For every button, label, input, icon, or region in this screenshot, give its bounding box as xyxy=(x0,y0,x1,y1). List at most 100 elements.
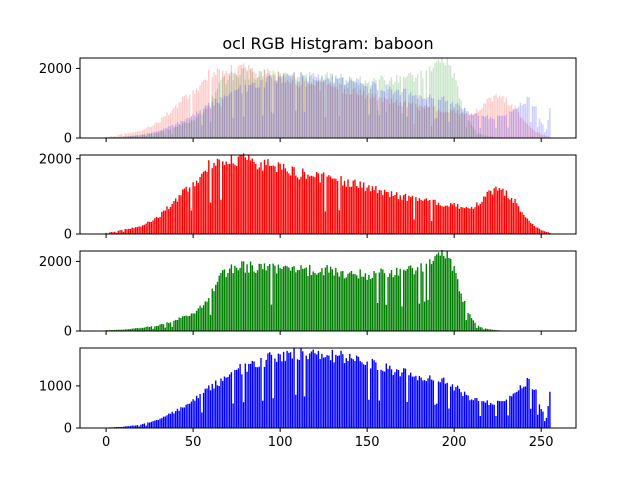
blue-bar xyxy=(502,115,504,138)
green-bar xyxy=(114,136,116,138)
red-bar xyxy=(302,77,304,138)
blue-bar xyxy=(345,80,347,138)
green-bar xyxy=(382,269,384,331)
red-bar xyxy=(540,230,542,234)
green-bar xyxy=(171,326,173,331)
blue-bar xyxy=(291,358,294,428)
green-bar xyxy=(369,279,372,331)
blue-bar xyxy=(422,98,424,138)
red-bar xyxy=(510,104,513,138)
red-bar xyxy=(385,192,387,234)
green-bar xyxy=(460,100,462,138)
blue-bar xyxy=(537,414,539,428)
red-bar xyxy=(255,163,257,234)
red-bar xyxy=(150,221,153,234)
blue-bar xyxy=(538,404,541,428)
green-bar xyxy=(387,83,389,138)
green-bar xyxy=(479,134,481,138)
green-bar xyxy=(437,59,440,138)
green-bar xyxy=(143,327,146,331)
green-bar xyxy=(389,273,391,331)
y-tick-label: 2000 xyxy=(39,152,72,167)
blue-bar xyxy=(373,360,375,428)
green-bar xyxy=(291,266,294,331)
blue-bar xyxy=(519,385,521,428)
green-bar xyxy=(366,279,368,331)
red-bar xyxy=(255,73,257,138)
red-bar xyxy=(228,73,231,138)
red-bar xyxy=(249,69,252,138)
red-bar xyxy=(538,228,541,234)
red-bar xyxy=(470,112,473,138)
red-bar xyxy=(114,231,116,234)
green-bar xyxy=(371,277,374,331)
red-bar xyxy=(423,105,426,138)
green-bar xyxy=(277,71,280,138)
red-bar xyxy=(284,168,287,234)
green-bar xyxy=(375,273,377,331)
blue-bar xyxy=(289,352,292,428)
blue-bar xyxy=(411,95,414,138)
blue-bar xyxy=(453,106,455,138)
red-bar xyxy=(295,83,297,138)
red-bar xyxy=(519,211,521,234)
green-bar xyxy=(181,316,184,331)
red-bar xyxy=(356,93,358,138)
green-bar xyxy=(411,75,414,138)
red-bar xyxy=(415,103,417,138)
blue-bar xyxy=(347,82,349,138)
green-bar xyxy=(148,134,151,138)
green-bar xyxy=(241,261,243,331)
blue-bar xyxy=(253,83,255,138)
blue-bar xyxy=(495,128,497,138)
red-bar xyxy=(152,220,154,234)
red-bar xyxy=(277,71,280,138)
red-bar xyxy=(112,232,114,234)
blue-bar xyxy=(241,93,243,138)
red-bar xyxy=(329,84,332,138)
red-bar xyxy=(350,94,353,138)
blue-bar xyxy=(129,136,132,138)
blue-bar xyxy=(336,78,339,138)
red-bar xyxy=(246,69,248,138)
red-bar xyxy=(173,107,175,138)
blue-bar xyxy=(168,413,170,428)
blue-bar xyxy=(126,426,128,428)
blue-bar xyxy=(368,399,370,428)
green-bar xyxy=(338,276,341,331)
red-bar xyxy=(455,206,457,234)
red-bar xyxy=(194,93,196,138)
green-bar xyxy=(378,272,381,331)
red-bar xyxy=(291,75,294,138)
blue-bar xyxy=(143,423,146,428)
red-bar xyxy=(432,106,434,138)
red-bar xyxy=(406,200,408,234)
blue-bar xyxy=(455,386,457,428)
blue-bar xyxy=(474,398,476,428)
blue-bar xyxy=(171,124,173,138)
red-bar xyxy=(237,66,240,138)
green-bar xyxy=(436,254,438,331)
green-bar xyxy=(263,70,266,138)
green-bar xyxy=(115,329,118,331)
red-bar xyxy=(528,125,530,138)
blue-bar xyxy=(296,81,299,138)
x-tick-label: 250 xyxy=(529,435,554,450)
red-bar xyxy=(202,171,205,234)
blue-bar xyxy=(310,351,313,428)
green-bar xyxy=(451,270,454,331)
red-bar xyxy=(514,105,516,138)
blue-bar xyxy=(121,426,123,428)
red-bar xyxy=(263,69,266,138)
green-bar xyxy=(307,275,309,331)
blue-bar xyxy=(241,374,243,428)
blue-bar xyxy=(483,401,485,428)
green-bar xyxy=(150,133,153,138)
green-bar xyxy=(338,83,341,138)
red-bar xyxy=(425,198,428,234)
red-bar xyxy=(145,128,147,138)
blue-bar xyxy=(180,120,182,138)
blue-bar xyxy=(148,133,151,138)
red-bar xyxy=(335,178,337,234)
green-bar xyxy=(315,81,318,138)
